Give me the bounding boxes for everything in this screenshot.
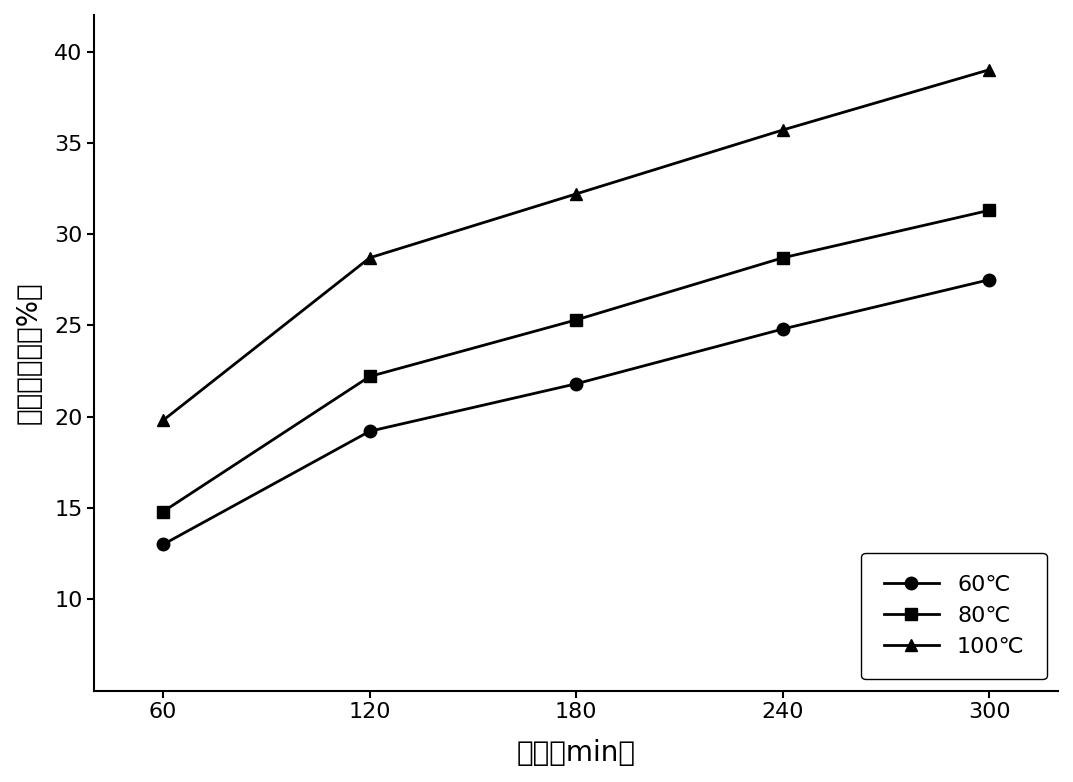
60℃ xyxy=(776,325,789,334)
80℃ xyxy=(363,371,376,381)
100℃ xyxy=(363,253,376,263)
Y-axis label: 多糖提取率（%）: 多糖提取率（%） xyxy=(15,282,43,424)
Legend: 60℃, 80℃, 100℃: 60℃, 80℃, 100℃ xyxy=(862,553,1047,680)
X-axis label: 时间（min）: 时间（min） xyxy=(516,739,635,767)
80℃ xyxy=(983,206,996,215)
60℃ xyxy=(983,275,996,285)
80℃ xyxy=(776,253,789,263)
100℃ xyxy=(776,125,789,135)
60℃ xyxy=(570,379,583,389)
60℃ xyxy=(363,426,376,436)
80℃ xyxy=(570,315,583,325)
Line: 60℃: 60℃ xyxy=(157,274,996,551)
Line: 80℃: 80℃ xyxy=(157,204,996,518)
100℃ xyxy=(570,189,583,199)
100℃ xyxy=(983,65,996,74)
80℃ xyxy=(157,507,170,516)
Line: 100℃: 100℃ xyxy=(157,63,996,426)
100℃ xyxy=(157,415,170,425)
60℃ xyxy=(157,540,170,549)
